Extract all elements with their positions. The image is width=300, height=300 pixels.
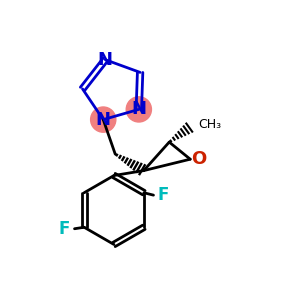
Circle shape [126, 97, 152, 122]
Text: N: N [131, 100, 146, 118]
Text: CH₃: CH₃ [198, 118, 221, 130]
Text: O: O [191, 150, 206, 168]
Circle shape [91, 107, 116, 132]
Text: N: N [98, 51, 113, 69]
Text: F: F [58, 220, 70, 238]
Text: F: F [158, 186, 169, 204]
Text: N: N [96, 111, 111, 129]
